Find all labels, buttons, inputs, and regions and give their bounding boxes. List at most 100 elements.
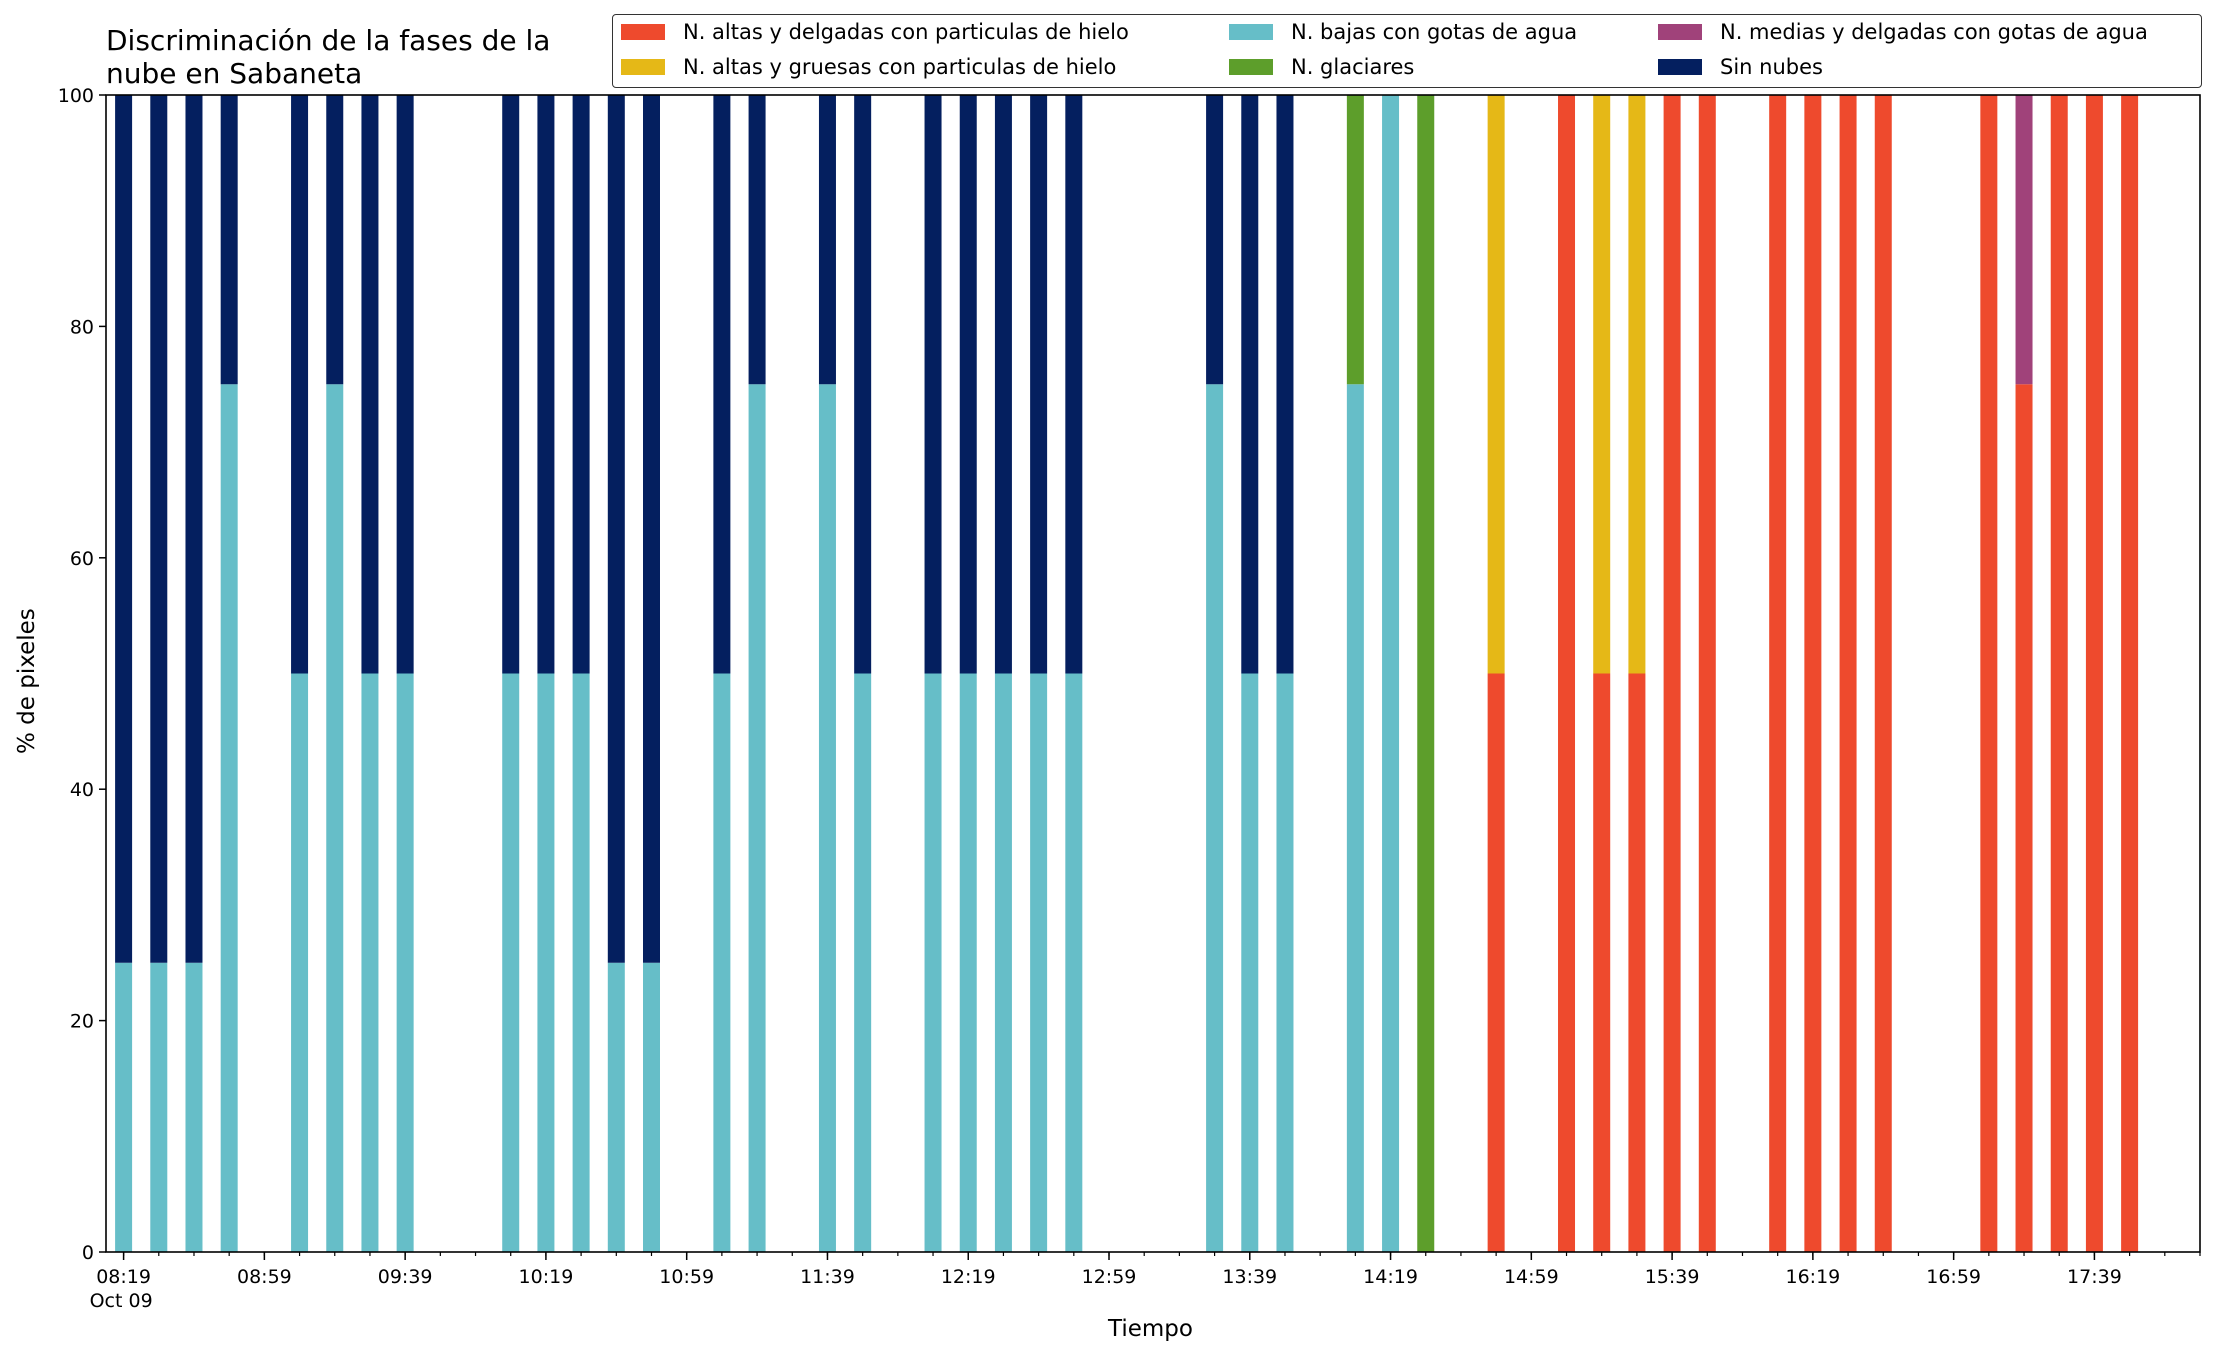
- bar-segment: [959, 95, 977, 674]
- legend-label: N. altas y delgadas con particulas de hi…: [683, 20, 1129, 44]
- bar-segment: [1874, 95, 1892, 1252]
- x-tick-label: 13:39: [1222, 1266, 1277, 1288]
- bar-segment: [1487, 95, 1505, 674]
- x-tick-label: 17:39: [2067, 1266, 2122, 1288]
- bar-segment: [1593, 673, 1611, 1252]
- bar-segment: [220, 384, 238, 1252]
- bar-segment: [361, 95, 379, 674]
- x-tick-label: 08:19: [96, 1266, 151, 1288]
- bar-segment: [1346, 384, 1364, 1252]
- bar-segment: [1698, 95, 1716, 1252]
- bar-segment: [220, 95, 238, 385]
- bar-segment: [291, 673, 309, 1252]
- legend-item-altas-delgadas: N. altas y delgadas con particulas de hi…: [621, 20, 1129, 44]
- x-tick-label: 09:39: [378, 1266, 433, 1288]
- legend-label: N. glaciares: [1291, 55, 1415, 79]
- bar-segment: [1276, 673, 1294, 1252]
- bars-layer: [115, 95, 2139, 1252]
- chart-legend: N. altas y delgadas con particulas de hi…: [612, 14, 2202, 88]
- bar-segment: [643, 962, 660, 1252]
- bar-segment: [1030, 673, 1048, 1252]
- legend-swatch: [1658, 59, 1702, 75]
- bar-segment: [1206, 95, 1224, 385]
- legend-item-bajas-gotas: N. bajas con gotas de agua: [1229, 20, 1577, 44]
- bar-segment: [502, 673, 520, 1252]
- legend-item-glaciares: N. glaciares: [1229, 55, 1414, 79]
- bar-segment: [1065, 673, 1083, 1252]
- bar-segment: [537, 95, 555, 674]
- legend-swatch: [1229, 59, 1273, 75]
- y-tick-label: 80: [70, 316, 94, 338]
- bar-segment: [924, 95, 942, 674]
- legend-swatch: [621, 59, 665, 75]
- x-tick-label: 12:59: [1082, 1266, 1137, 1288]
- x-tick-label: 10:59: [659, 1266, 714, 1288]
- bar-segment: [1276, 95, 1294, 674]
- legend-label: N. altas y gruesas con particulas de hie…: [683, 55, 1117, 79]
- y-tick-label: 100: [58, 85, 94, 107]
- bar-segment: [607, 95, 625, 963]
- bar-segment: [1804, 95, 1822, 1252]
- bar-segment: [1487, 673, 1505, 1252]
- x-tick-label: 14:19: [1363, 1266, 1418, 1288]
- x-tick-label: 10:19: [519, 1266, 574, 1288]
- plot-frame: [105, 94, 2201, 1253]
- x-tick-label: 16:19: [1785, 1266, 1840, 1288]
- bar-segment: [502, 95, 520, 674]
- bar-segment: [2015, 384, 2033, 1252]
- bar-segment: [959, 673, 977, 1252]
- bar-segment: [818, 95, 836, 385]
- bar-segment: [1980, 95, 1998, 1252]
- bar-segment: [2015, 95, 2033, 385]
- x-tick-label: 08:59: [237, 1266, 292, 1288]
- bar-segment: [291, 95, 309, 674]
- bar-segment: [713, 673, 731, 1252]
- x-tick-label: 15:39: [1645, 1266, 1700, 1288]
- chart-title-line-1: Discriminación de la fases de la: [106, 24, 551, 57]
- bar-segment: [994, 673, 1012, 1252]
- bar-segment: [1382, 95, 1400, 1252]
- x-tick-label: 11:39: [800, 1266, 855, 1288]
- legend-item-altas-gruesas: N. altas y gruesas con particulas de hie…: [621, 55, 1116, 79]
- bar-segment: [1346, 95, 1364, 385]
- legend-swatch: [1229, 24, 1273, 40]
- legend-swatch: [1658, 24, 1702, 40]
- bar-segment: [115, 962, 133, 1252]
- bar-segment: [607, 962, 625, 1252]
- bar-segment: [713, 95, 731, 674]
- legend-item-sin-nubes: Sin nubes: [1658, 55, 1823, 79]
- bar-segment: [1558, 95, 1576, 1252]
- legend-swatch: [621, 24, 665, 40]
- bar-segment: [643, 95, 660, 963]
- bar-segment: [994, 95, 1012, 674]
- bar-segment: [150, 962, 168, 1252]
- bar-segment: [1593, 95, 1611, 674]
- x-date-label: Oct 09: [90, 1290, 153, 1312]
- bar-segment: [1417, 95, 1435, 1252]
- chart-title-line-2: nube en Sabaneta: [106, 57, 363, 90]
- x-tick-label: 16:59: [1926, 1266, 1981, 1288]
- bar-segment: [1241, 673, 1259, 1252]
- bar-segment: [326, 384, 344, 1252]
- bar-segment: [1628, 95, 1646, 674]
- x-tick-label: 12:19: [941, 1266, 996, 1288]
- bar-segment: [185, 95, 203, 963]
- bar-segment: [1065, 95, 1083, 674]
- bar-segment: [361, 673, 379, 1252]
- bar-segment: [1839, 95, 1857, 1252]
- bar-segment: [748, 384, 766, 1252]
- legend-label: N. bajas con gotas de agua: [1291, 20, 1578, 44]
- bar-segment: [818, 384, 836, 1252]
- bar-segment: [924, 673, 942, 1252]
- y-tick-label: 60: [70, 548, 94, 570]
- legend-label: N. medias y delgadas con gotas de agua: [1720, 20, 2148, 44]
- y-axis-label: % de pixeles: [14, 608, 40, 754]
- bar-segment: [1241, 95, 1259, 674]
- bar-segment: [115, 95, 133, 963]
- bar-segment: [2050, 95, 2068, 1252]
- bar-segment: [2121, 95, 2139, 1252]
- bar-segment: [185, 962, 203, 1252]
- bar-segment: [150, 95, 168, 963]
